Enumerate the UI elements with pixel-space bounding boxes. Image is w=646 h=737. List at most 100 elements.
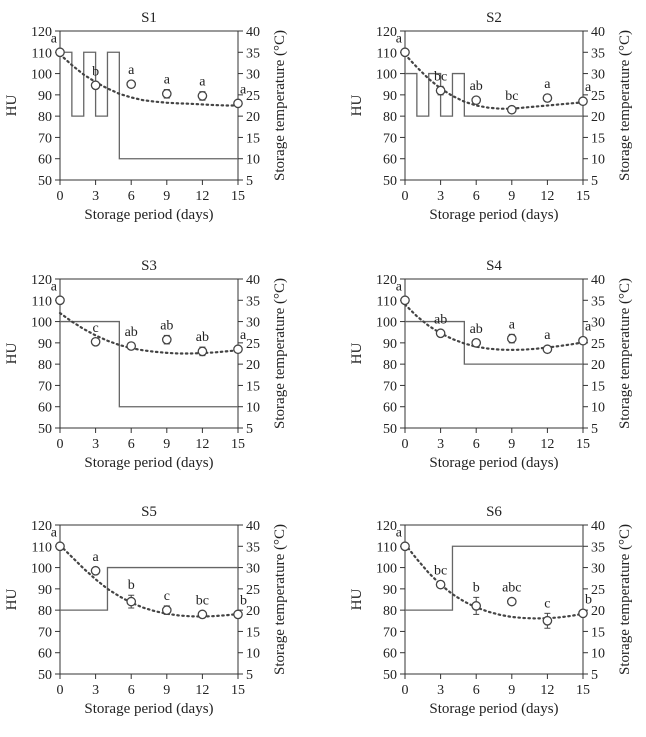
y2-axis-label: Storage temperature (°C) [617,524,633,675]
x-tick-label: 9 [508,437,515,452]
x-tick-label: 6 [473,437,480,452]
y-tick-label: 50 [383,668,397,683]
y-tick-label: 110 [32,294,52,309]
significance-letter: a [199,75,206,90]
y2-tick-label: 15 [591,379,605,394]
significance-letter: a [585,320,592,335]
y2-tick-label: 20 [591,358,605,373]
x-tick-label: 6 [473,683,480,698]
x-axis-label: Storage period (days) [429,207,558,223]
x-tick-label: 0 [402,437,409,452]
x-tick-label: 12 [195,189,209,204]
y-tick-label: 90 [38,583,52,598]
plot-frame [404,278,584,429]
y2-tick-label: 10 [246,647,260,662]
significance-letter: a [544,328,551,343]
data-point [126,596,137,607]
y2-tick-label: 35 [246,294,260,309]
significance-letter: a [585,80,592,95]
y2-axis-label: Storage temperature (°C) [617,30,633,181]
y-tick-label: 120 [376,273,397,288]
y-tick-label: 60 [38,153,52,168]
y-tick-label: 80 [383,604,397,619]
y-tick-label: 110 [377,540,397,555]
y2-axis-label: Storage temperature (°C) [272,278,288,429]
panel-title: S6 [486,504,502,520]
y2-tick-label: 5 [246,174,253,189]
data-point [400,541,410,552]
temperature-line [60,320,238,408]
y2-tick-label: 20 [591,110,605,125]
data-point [197,91,208,101]
y-tick-label: 90 [383,583,397,598]
chart-panel-s6: S6 50 60 70 80 90 100 110 120 5 10 15 20 25 30 35 40 0 3 6 9… [349,504,633,717]
data-point [542,615,553,626]
y2-tick-label: 15 [591,625,605,640]
panel-title: S2 [486,10,502,26]
significance-letter: bc [505,89,518,104]
significance-letter: ab [196,330,209,345]
significance-letter: ab [434,312,447,327]
chart-panel-s5: S5 50 60 70 80 90 100 110 120 5 10 15 20 25 30 35 40 0 3 6 9… [4,504,288,717]
y2-tick-label: 25 [591,89,605,104]
significance-letter: a [128,63,135,78]
data-point [90,565,101,576]
x-tick-label: 6 [128,189,135,204]
x-tick-label: 12 [195,437,209,452]
significance-letter: b [473,580,480,595]
panel-title: S1 [141,10,157,26]
significance-letter: a [164,73,171,88]
data-point [233,98,243,109]
y2-tick-label: 10 [591,401,605,416]
y2-tick-label: 40 [246,25,260,40]
y-tick-label: 60 [38,647,52,662]
y-tick-label: 50 [383,174,397,189]
y2-tick-label: 40 [246,519,260,534]
y2-axis-label: Storage temperature (°C) [617,278,633,429]
chart-panel-s3: S3 50 60 70 80 90 100 110 120 5 10 15 20 25 30 35 40 0 3 6 9… [4,258,288,471]
x-tick-label: 9 [508,189,515,204]
x-tick-label: 6 [128,683,135,698]
plot-frame [404,524,584,675]
y2-tick-label: 5 [246,668,253,683]
data-point [471,338,482,348]
data-point [578,96,588,107]
hu-trend-line [403,543,585,620]
x-tick-label: 3 [92,189,99,204]
y2-tick-label: 25 [246,89,260,104]
significance-letter: ab [125,325,138,340]
x-tick-label: 12 [195,683,209,698]
significance-letter: a [396,279,403,294]
y2-tick-label: 10 [591,647,605,662]
y2-tick-label: 5 [591,668,598,683]
chart-panel-s4: S4 50 60 70 80 90 100 110 120 5 10 15 20 25 30 35 40 0 3 6 9… [349,258,633,471]
y2-tick-label: 25 [246,337,260,352]
y-tick-label: 100 [31,316,52,331]
y-axis-label: HU [349,343,365,365]
significance-letter: c [544,596,550,611]
y-tick-label: 60 [383,153,397,168]
temperature-line [405,545,583,611]
significance-letter: ab [470,322,483,337]
significance-letter: a [51,525,58,540]
x-tick-label: 15 [231,437,245,452]
data-point [542,344,553,355]
y2-tick-label: 40 [591,519,605,534]
y2-tick-label: 40 [246,273,260,288]
x-tick-label: 12 [540,683,554,698]
data-point [542,93,553,103]
x-axis-label: Storage period (days) [429,455,558,471]
y-tick-label: 100 [31,68,52,83]
data-point [161,605,172,615]
y-tick-label: 70 [383,131,397,146]
data-point [471,601,482,611]
y2-tick-label: 15 [246,131,260,146]
y-tick-label: 50 [38,668,52,683]
significance-letter: a [51,279,58,294]
y-tick-label: 120 [31,25,52,40]
y2-tick-label: 40 [591,273,605,288]
x-tick-label: 15 [231,189,245,204]
x-tick-label: 0 [57,189,64,204]
chart-panel-s1: S1 50 60 70 80 90 100 110 120 5 10 15 20 25 30 35 40 0 3 6 9… [4,10,288,223]
significance-letter: bc [434,564,447,579]
